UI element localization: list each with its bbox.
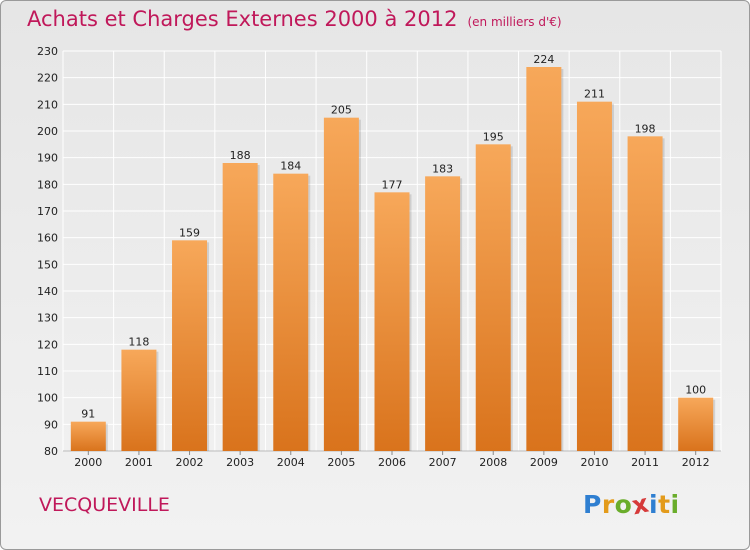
x-tick-label: 2006 (378, 456, 406, 469)
logo-letter: i (670, 490, 680, 519)
y-tick-label: 220 (37, 72, 58, 85)
bar (576, 101, 612, 452)
data-label: 211 (584, 88, 605, 101)
y-tick-label: 90 (44, 418, 58, 431)
data-label: 188 (230, 149, 251, 162)
bar (627, 136, 663, 452)
bars (70, 67, 716, 452)
data-label: 184 (280, 160, 301, 173)
data-label: 100 (685, 384, 706, 397)
y-tick-label: 130 (37, 312, 58, 325)
data-label: 91 (81, 408, 95, 421)
y-tick-label: 140 (37, 285, 58, 298)
data-label: 195 (483, 130, 504, 143)
y-tick-label: 150 (37, 258, 58, 271)
logo-letter: r (601, 490, 615, 519)
logo-letter: P (583, 490, 602, 519)
bar (222, 163, 258, 451)
x-tick-label: 2007 (429, 456, 457, 469)
x-tick-label: 2012 (682, 456, 710, 469)
commune-name: VECQUEVILLE (39, 494, 170, 516)
bar (425, 176, 461, 452)
bar (678, 397, 714, 451)
logo-letter: t (658, 490, 671, 519)
data-label: 159 (179, 226, 200, 239)
data-label: 118 (128, 336, 149, 349)
y-tick-label: 190 (37, 152, 58, 165)
logo-letter: i (649, 490, 659, 519)
bar (475, 144, 511, 452)
y-tick-label: 230 (37, 45, 58, 58)
chart-title: Achats et Charges Externes 2000 à 2012 (e… (27, 7, 562, 31)
y-tick-label: 110 (37, 365, 58, 378)
x-tick-label: 2002 (176, 456, 204, 469)
x-tick-label: 2009 (530, 456, 558, 469)
bar (323, 117, 359, 452)
bar (121, 349, 157, 451)
logo-letter: o (614, 490, 633, 519)
y-tick-label: 210 (37, 98, 58, 111)
data-label: 224 (533, 53, 554, 66)
bar (273, 173, 309, 451)
y-axis: 80 90 100 110 120 130 140 150 160 170 180 190 200 210… (37, 45, 58, 458)
title-text: Achats et Charges Externes 2000 à 2012 (27, 7, 458, 31)
x-tick-label: 2003 (226, 456, 254, 469)
data-label: 177 (382, 178, 403, 191)
bar (526, 67, 562, 451)
y-tick-label: 120 (37, 338, 58, 351)
x-axis: 2000 2001 2002 2003 2004 2005 2006 2007 2008 2009… (74, 451, 710, 469)
x-tick-label: 2011 (631, 456, 659, 469)
bar (374, 192, 410, 452)
bar (172, 240, 208, 451)
data-label: 205 (331, 104, 352, 117)
data-labels: 91 118 159 188 184 205 177 183 195 224 211 198 100 (81, 53, 706, 421)
y-tick-label: 160 (37, 232, 58, 245)
y-tick-label: 170 (37, 205, 58, 218)
title-unit: (en milliers d'€) (467, 15, 562, 29)
x-tick-label: 2004 (277, 456, 305, 469)
x-tick-label: 2005 (327, 456, 355, 469)
x-tick-label: 2001 (125, 456, 153, 469)
proxiti-logo: Proxiti (583, 489, 680, 521)
x-tick-label: 2000 (74, 456, 102, 469)
y-tick-label: 100 (37, 392, 58, 405)
x-tick-label: 2010 (580, 456, 608, 469)
x-tick-label: 2008 (479, 456, 507, 469)
data-label: 183 (432, 162, 453, 175)
bar (70, 421, 106, 451)
y-tick-label: 200 (37, 125, 58, 138)
y-tick-label: 80 (44, 445, 58, 458)
data-label: 198 (635, 122, 656, 135)
y-tick-label: 180 (37, 178, 58, 191)
